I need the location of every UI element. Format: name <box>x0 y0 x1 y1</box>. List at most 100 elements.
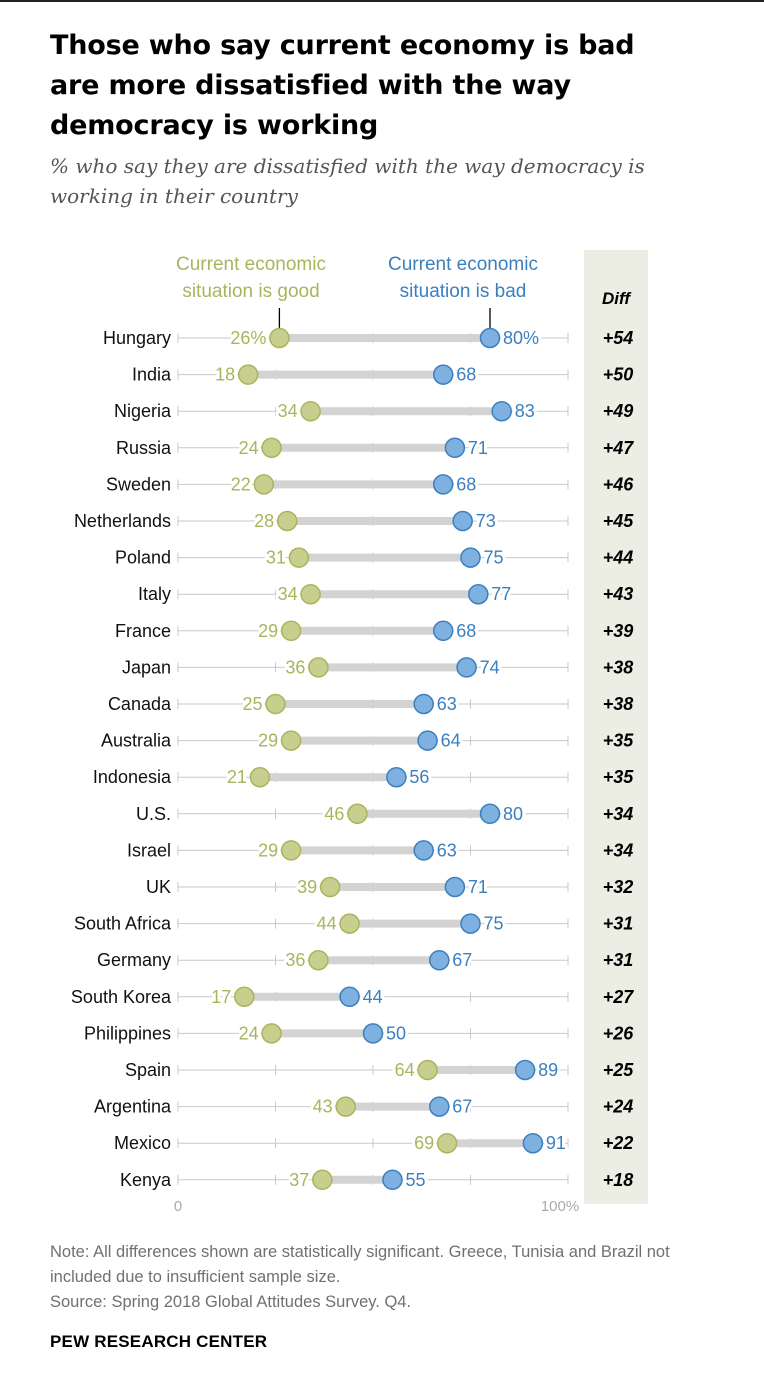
chart-row-poland: Poland 31 75 +44 <box>115 545 633 571</box>
bad-value-label: 63 <box>437 840 457 860</box>
good-dot <box>417 1059 438 1081</box>
bad-dot <box>429 1096 450 1117</box>
bad-dot <box>452 510 473 532</box>
country-label: U.S. <box>136 804 171 824</box>
good-dot <box>319 876 341 898</box>
bad-value-label: 67 <box>452 1097 472 1117</box>
bad-dot <box>386 766 407 788</box>
good-value-label: 24 <box>239 438 259 458</box>
good-value-label: 44 <box>317 914 337 934</box>
bad-value-label: 75 <box>484 548 504 568</box>
good-dot <box>280 620 302 642</box>
diff-header: Diff <box>602 289 632 308</box>
good-dot <box>265 693 286 715</box>
country-label: Mexico <box>114 1133 171 1153</box>
good-dot <box>253 474 275 495</box>
chart-row-australia: Australia 29 64 +35 <box>101 728 635 754</box>
chart-row-japan: Japan 36 74 +38 <box>122 654 634 680</box>
country-label: Canada <box>108 694 172 714</box>
good-value-label: 25 <box>242 694 262 714</box>
bad-value-label: 63 <box>437 694 457 714</box>
chart-title: Those who say current economy is bad are… <box>50 30 635 141</box>
good-value-label: 17 <box>211 987 231 1007</box>
diff-value: +31 <box>603 914 634 934</box>
diff-value: +22 <box>603 1133 634 1153</box>
good-value-label: 29 <box>258 731 278 751</box>
country-label: Spain <box>125 1060 171 1080</box>
good-dot <box>280 730 302 751</box>
chart-row-mexico: Mexico 69 91 +22 <box>114 1130 634 1156</box>
good-value-label: 69 <box>414 1133 434 1153</box>
diff-value: +50 <box>603 365 634 385</box>
bad-dot <box>460 547 481 568</box>
good-dot <box>300 583 321 605</box>
bad-value-label: 77 <box>491 584 511 604</box>
legend-good-label: Current economic <box>176 254 326 275</box>
good-value-label: 22 <box>231 474 251 494</box>
footnote: Note: All differences shown are statisti… <box>50 1243 670 1286</box>
bad-dot <box>429 949 450 971</box>
bad-value-label: 73 <box>476 511 496 531</box>
good-dot <box>234 986 255 1008</box>
bad-value-label: 80 <box>503 804 523 824</box>
country-label: Kenya <box>120 1170 172 1190</box>
good-dot <box>312 1169 333 1191</box>
good-dot <box>339 913 360 934</box>
chart-row-south-korea: South Korea 17 44 +27 <box>71 984 635 1010</box>
source-line: Source: Spring 2018 Global Attitudes Sur… <box>50 1293 412 1311</box>
good-dot <box>335 1096 356 1117</box>
country-label: Netherlands <box>74 511 171 531</box>
chart-row-italy: Italy 34 77 +43 <box>138 581 634 607</box>
legend-bad-label: situation is bad <box>400 281 527 302</box>
bad-value-label: 80% <box>503 328 539 348</box>
country-label: South Africa <box>74 914 172 934</box>
diff-value: +25 <box>603 1060 635 1080</box>
chart-row-argentina: Argentina 43 67 +24 <box>94 1094 633 1120</box>
country-label: UK <box>146 877 171 897</box>
diff-value: +35 <box>603 731 635 751</box>
good-value-label: 29 <box>258 621 278 641</box>
diff-value: +45 <box>603 511 635 531</box>
chart-row-israel: Israel 29 63 +34 <box>127 837 633 863</box>
bad-value-label: 71 <box>468 438 488 458</box>
bad-value-label: 89 <box>538 1060 558 1080</box>
bad-dot <box>432 364 454 385</box>
diff-value: +38 <box>603 657 634 677</box>
good-value-label: 46 <box>324 804 344 824</box>
diff-value: +27 <box>603 987 635 1007</box>
country-label: Philippines <box>84 1023 171 1043</box>
country-label: Hungary <box>103 328 171 348</box>
legend-bad-label: Current economic <box>388 254 538 275</box>
chart-row-philippines: Philippines 24 50 +26 <box>84 1020 634 1046</box>
good-value-label: 26% <box>230 328 266 348</box>
bad-dot <box>413 840 434 861</box>
good-dot <box>436 1132 458 1154</box>
diff-value: +54 <box>603 328 634 348</box>
diff-value: +43 <box>603 584 634 604</box>
bad-dot <box>417 730 438 751</box>
chart-row-netherlands: Netherlands 28 73 +45 <box>74 508 635 534</box>
diff-value: +38 <box>603 694 634 714</box>
bad-value-label: 67 <box>452 950 472 970</box>
top-rule <box>0 0 764 2</box>
good-value-label: 24 <box>239 1023 259 1043</box>
good-value-label: 21 <box>227 767 247 787</box>
chart-row-sweden: Sweden 22 68 +46 <box>106 471 635 497</box>
diff-value: +46 <box>603 474 635 494</box>
chart-row-canada: Canada 25 63 +38 <box>108 691 634 717</box>
chart-row-india: India 18 68 +50 <box>132 362 634 388</box>
country-label: Indonesia <box>93 767 172 787</box>
good-value-label: 43 <box>313 1097 333 1117</box>
good-dot <box>347 803 368 825</box>
bad-value-label: 83 <box>515 401 535 421</box>
x-tick-label-max: 100% <box>541 1198 579 1215</box>
diff-value: +32 <box>603 877 634 897</box>
diff-value: +34 <box>603 804 634 824</box>
country-label: Germany <box>97 950 171 970</box>
good-value-label: 64 <box>395 1060 415 1080</box>
org-logo-text: PEW RESEARCH CENTER <box>50 1332 268 1351</box>
good-value-label: 29 <box>258 840 278 860</box>
legend-good-label: situation is good <box>182 281 319 302</box>
country-label: Sweden <box>106 474 171 494</box>
bad-value-label: 71 <box>468 877 488 897</box>
